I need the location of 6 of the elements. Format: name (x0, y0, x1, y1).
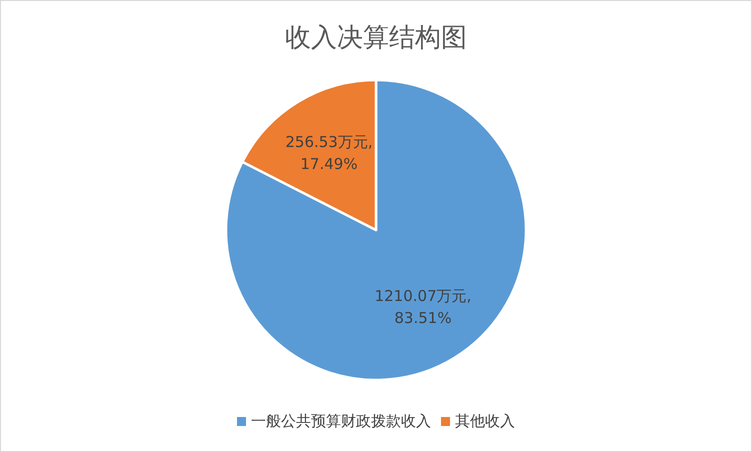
chart-title: 收入决算结构图 (285, 23, 467, 53)
legend-label: 一般公共预算财政拨款收入 (251, 412, 431, 430)
data-label: 1210.07万元, 83.51% (374, 286, 472, 327)
legend-label: 其他收入 (455, 412, 515, 430)
data-label: 256.53万元, 17.49% (285, 133, 373, 174)
pie-slice (224, 78, 528, 382)
